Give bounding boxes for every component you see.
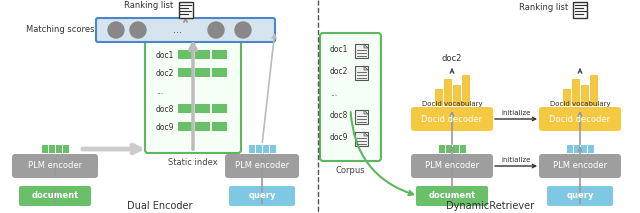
FancyBboxPatch shape	[539, 154, 621, 178]
Bar	[355, 110, 368, 124]
Bar	[248, 145, 255, 153]
Text: doc9: doc9	[330, 134, 349, 142]
Polygon shape	[364, 132, 368, 136]
FancyBboxPatch shape	[411, 107, 493, 131]
FancyBboxPatch shape	[539, 107, 621, 131]
Bar	[195, 68, 210, 77]
Text: Docid decoder: Docid decoder	[421, 115, 483, 124]
Bar	[355, 66, 368, 80]
Bar	[195, 122, 210, 131]
FancyBboxPatch shape	[96, 18, 275, 42]
Text: PLM encoder: PLM encoder	[28, 161, 82, 170]
Bar	[590, 75, 597, 105]
Text: PLM encoder: PLM encoder	[553, 161, 607, 170]
FancyBboxPatch shape	[416, 186, 488, 206]
Text: query: query	[248, 191, 276, 200]
Polygon shape	[364, 110, 368, 114]
Text: Ranking list: Ranking list	[124, 1, 173, 10]
Bar	[49, 145, 54, 153]
Bar	[444, 79, 451, 105]
Bar	[269, 145, 275, 153]
Bar	[460, 145, 465, 153]
Bar	[195, 104, 210, 113]
FancyBboxPatch shape	[547, 186, 613, 206]
Text: ...: ...	[156, 86, 163, 95]
Circle shape	[208, 22, 224, 38]
Text: doc8: doc8	[156, 105, 174, 114]
Text: initialize: initialize	[501, 110, 531, 116]
FancyBboxPatch shape	[225, 154, 299, 178]
Circle shape	[235, 22, 251, 38]
Text: Matching scores: Matching scores	[26, 26, 94, 35]
Bar	[178, 68, 193, 77]
Bar	[588, 145, 593, 153]
Text: doc2: doc2	[156, 69, 174, 78]
Text: doc8: doc8	[330, 111, 348, 121]
Bar	[445, 145, 451, 153]
FancyBboxPatch shape	[145, 39, 241, 153]
Text: Static index: Static index	[168, 158, 218, 167]
Text: PLM encoder: PLM encoder	[235, 161, 289, 170]
Bar	[566, 145, 573, 153]
Bar	[581, 85, 588, 105]
Bar	[212, 122, 227, 131]
Bar	[56, 145, 61, 153]
Text: doc1: doc1	[156, 50, 174, 59]
Text: PLM encoder: PLM encoder	[425, 161, 479, 170]
FancyBboxPatch shape	[411, 154, 493, 178]
Circle shape	[130, 22, 146, 38]
Bar	[572, 79, 579, 105]
Text: ...: ...	[173, 25, 182, 35]
FancyBboxPatch shape	[320, 33, 381, 161]
Bar	[212, 68, 227, 77]
Text: doc2: doc2	[442, 54, 462, 63]
Text: ...: ...	[330, 89, 337, 98]
Bar	[195, 50, 210, 59]
Bar	[435, 89, 442, 105]
Text: Docid decoder: Docid decoder	[549, 115, 611, 124]
Bar	[453, 85, 460, 105]
Polygon shape	[364, 44, 368, 48]
FancyBboxPatch shape	[12, 154, 98, 178]
Bar	[178, 122, 193, 131]
Bar	[179, 2, 193, 18]
Text: doc2: doc2	[330, 68, 348, 76]
Text: initialize: initialize	[501, 157, 531, 163]
Bar	[355, 132, 368, 146]
Text: document: document	[428, 191, 476, 200]
Bar	[563, 89, 570, 105]
Bar	[262, 145, 269, 153]
FancyBboxPatch shape	[19, 186, 91, 206]
Bar	[573, 145, 579, 153]
Bar	[580, 145, 586, 153]
Text: DynamicRetriever: DynamicRetriever	[446, 201, 534, 211]
Text: doc9: doc9	[156, 122, 175, 131]
Text: Docid vocabulary: Docid vocabulary	[550, 101, 611, 107]
Text: Dual Encoder: Dual Encoder	[127, 201, 193, 211]
Bar	[178, 50, 193, 59]
Text: Docid vocabulary: Docid vocabulary	[422, 101, 483, 107]
Bar	[462, 75, 469, 105]
Bar	[452, 145, 458, 153]
Bar	[212, 104, 227, 113]
FancyBboxPatch shape	[229, 186, 295, 206]
Bar	[438, 145, 445, 153]
Text: query: query	[566, 191, 594, 200]
Bar	[355, 44, 368, 58]
Bar	[255, 145, 262, 153]
Bar	[212, 50, 227, 59]
Text: Ranking list: Ranking list	[519, 3, 568, 12]
Polygon shape	[364, 66, 368, 70]
Text: doc1: doc1	[330, 46, 348, 55]
Bar	[573, 2, 587, 18]
Bar	[42, 145, 47, 153]
Bar	[63, 145, 68, 153]
Bar	[178, 104, 193, 113]
Text: document: document	[31, 191, 79, 200]
Circle shape	[108, 22, 124, 38]
Text: Corpus: Corpus	[336, 166, 365, 175]
